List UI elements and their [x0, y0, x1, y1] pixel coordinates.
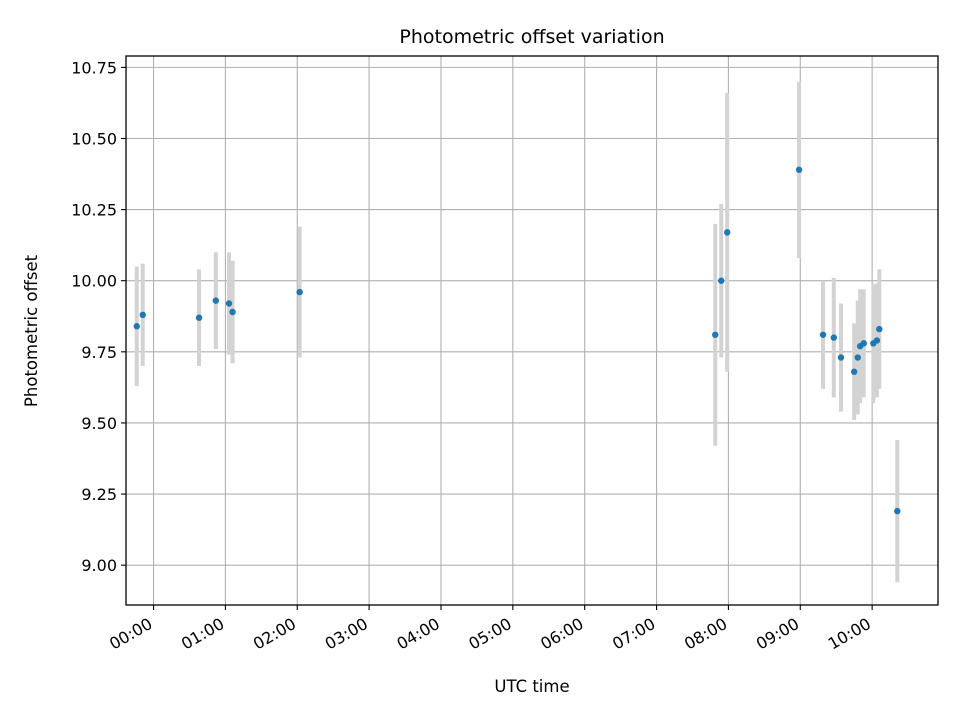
y-tick-label: 10.50: [71, 129, 117, 148]
data-point: [229, 308, 236, 316]
data-point: [712, 331, 719, 338]
y-tick-label: 9.75: [81, 343, 117, 362]
markers: [133, 166, 901, 515]
data-point: [195, 314, 203, 321]
data-point: [225, 300, 233, 307]
x-tick-label: 02:00: [250, 614, 299, 654]
data-point: [860, 340, 867, 347]
data-point: [296, 288, 303, 296]
y-tick-label: 10.75: [71, 58, 117, 77]
y-axis-label: Photometric offset: [22, 254, 41, 407]
data-point: [819, 331, 827, 338]
data-point: [212, 297, 220, 304]
data-point: [837, 354, 845, 361]
y-tick-label: 9.25: [81, 485, 117, 504]
y-tick-label: 10.25: [71, 201, 117, 220]
data-point: [133, 323, 140, 330]
data-point: [718, 277, 725, 284]
grid: [126, 56, 938, 605]
x-axis-ticks: 00:00 01:00 02:00 03:00 04:00 05:00 06:00 07:00…: [106, 605, 874, 654]
x-tick-label: 00:00: [106, 614, 155, 654]
x-tick-label: 07:00: [609, 614, 658, 654]
errorbars: [134, 81, 900, 583]
y-tick-label: 10.00: [71, 272, 117, 291]
y-axis-ticks: 9.00 9.25 9.50 9.75 10.00 10.25 10.50 10.75: [71, 58, 126, 575]
x-axis-label: UTC time: [494, 677, 569, 696]
chart-title: Photometric offset variation: [399, 26, 664, 48]
x-tick-label: 10:00: [825, 614, 874, 654]
data-point: [894, 507, 901, 515]
y-tick-label: 9.50: [81, 414, 117, 433]
data-point: [830, 334, 838, 341]
x-tick-label: 05:00: [465, 614, 514, 654]
y-tick-label: 9.00: [81, 556, 117, 575]
x-tick-label: 06:00: [537, 614, 586, 654]
data-point: [139, 311, 146, 319]
data-point: [854, 354, 861, 361]
data-point: [795, 166, 803, 173]
data-point: [873, 337, 881, 344]
x-tick-label: 08:00: [681, 614, 730, 654]
data-point: [850, 368, 858, 375]
x-tick-label: 01:00: [178, 614, 227, 654]
data-point: [724, 229, 731, 236]
data-point: [876, 325, 883, 333]
x-tick-label: 03:00: [322, 614, 371, 654]
plot-frame: [125, 55, 939, 606]
x-tick-label: 04:00: [394, 614, 443, 654]
x-tick-label: 09:00: [753, 614, 802, 654]
